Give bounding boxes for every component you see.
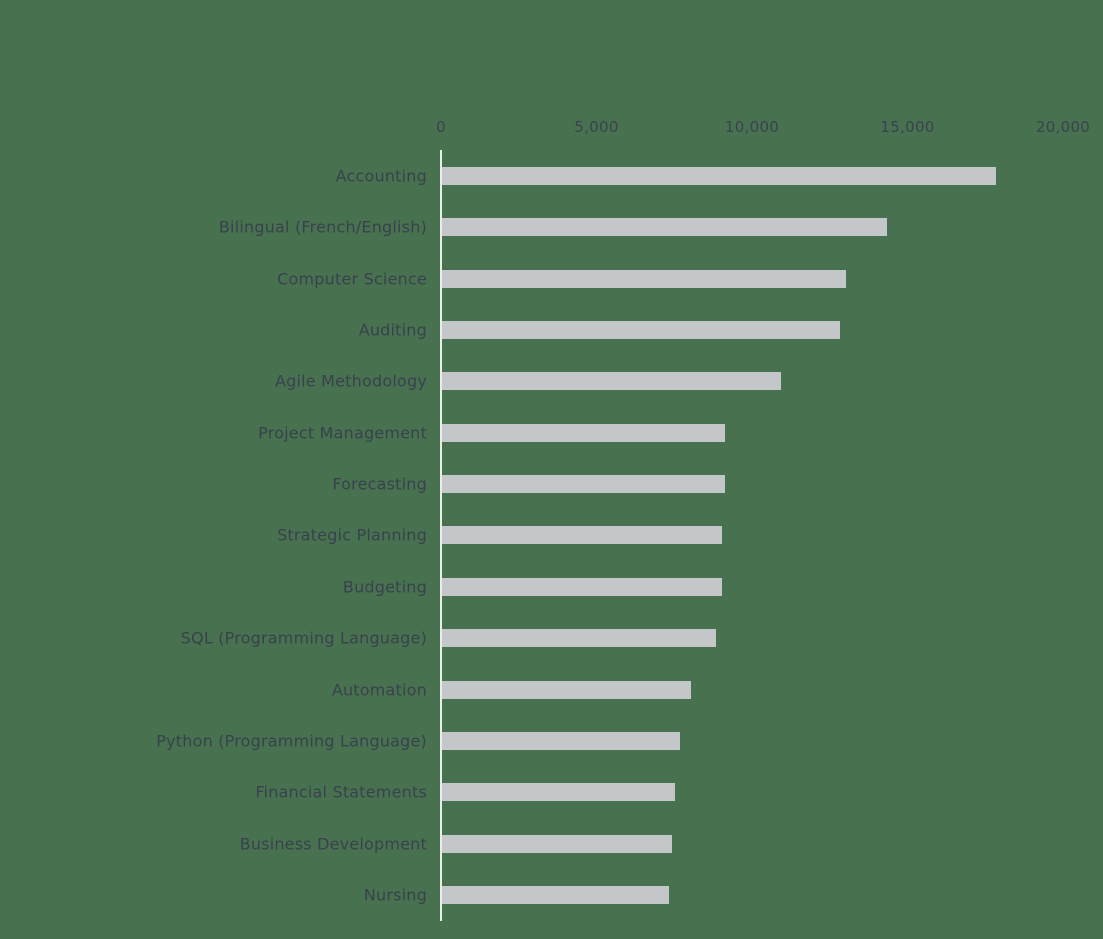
- bar-row: Business Development: [0, 818, 1103, 870]
- bar-row: Python (Programming Language): [0, 715, 1103, 767]
- bar-row: SQL (Programming Language): [0, 612, 1103, 664]
- bar-row: Computer Science: [0, 253, 1103, 305]
- bar: [442, 731, 680, 750]
- x-axis-tick-label: 15,000: [880, 118, 935, 136]
- bar-row: Agile Methodology: [0, 355, 1103, 407]
- bar: [442, 629, 716, 648]
- bar: [442, 834, 673, 853]
- category-label: Financial Statements: [255, 782, 427, 802]
- category-label: Automation: [331, 680, 427, 699]
- category-label: Project Management: [258, 423, 427, 443]
- bar: [442, 321, 841, 340]
- category-label: Accounting: [335, 166, 427, 186]
- bar: [442, 526, 722, 545]
- bar-row: Nursing: [0, 869, 1103, 921]
- category-label: Bilingual (French/English): [218, 217, 427, 237]
- category-label: Budgeting: [342, 577, 427, 597]
- bar: [442, 372, 781, 391]
- x-axis-tick-label: 5,000: [574, 118, 619, 136]
- bar: [442, 783, 676, 802]
- bar-row: Bilingual (French/English): [0, 201, 1103, 253]
- bar: [442, 167, 996, 185]
- category-label: SQL (Programming Language): [180, 628, 427, 648]
- category-label: Agile Methodology: [275, 371, 427, 391]
- bar-row: Auditing: [0, 304, 1103, 356]
- bar-row: Budgeting: [0, 561, 1103, 613]
- y-axis-line: [440, 150, 442, 921]
- category-label: Auditing: [358, 320, 427, 340]
- bar: [442, 577, 722, 596]
- bar: [442, 475, 725, 494]
- bar-row: Strategic Planning: [0, 509, 1103, 561]
- category-label: Python (Programming Language): [156, 731, 427, 751]
- bar: [442, 680, 691, 699]
- category-label: Business Development: [239, 834, 427, 854]
- bar: [442, 218, 887, 237]
- bar-row: Project Management: [0, 407, 1103, 459]
- x-axis-tick-label: 20,000: [1035, 118, 1091, 136]
- x-axis: 0 5,000 10,000 15,000 20,000: [0, 0, 1103, 150]
- bar: [442, 269, 847, 288]
- category-label: Nursing: [363, 885, 427, 905]
- category-label: Computer Science: [277, 269, 427, 289]
- bar-row: Accounting: [0, 150, 1103, 202]
- bar-row: Automation: [0, 664, 1103, 716]
- x-axis-tick-label: 10,000: [724, 118, 780, 136]
- category-label: Forecasting: [332, 474, 427, 494]
- bar: [442, 423, 725, 442]
- x-axis-tick-label: 0: [436, 118, 446, 136]
- bar-row: Financial Statements: [0, 766, 1103, 818]
- bar: [442, 885, 670, 904]
- bar-row: Forecasting: [0, 458, 1103, 510]
- category-label: Strategic Planning: [277, 525, 427, 545]
